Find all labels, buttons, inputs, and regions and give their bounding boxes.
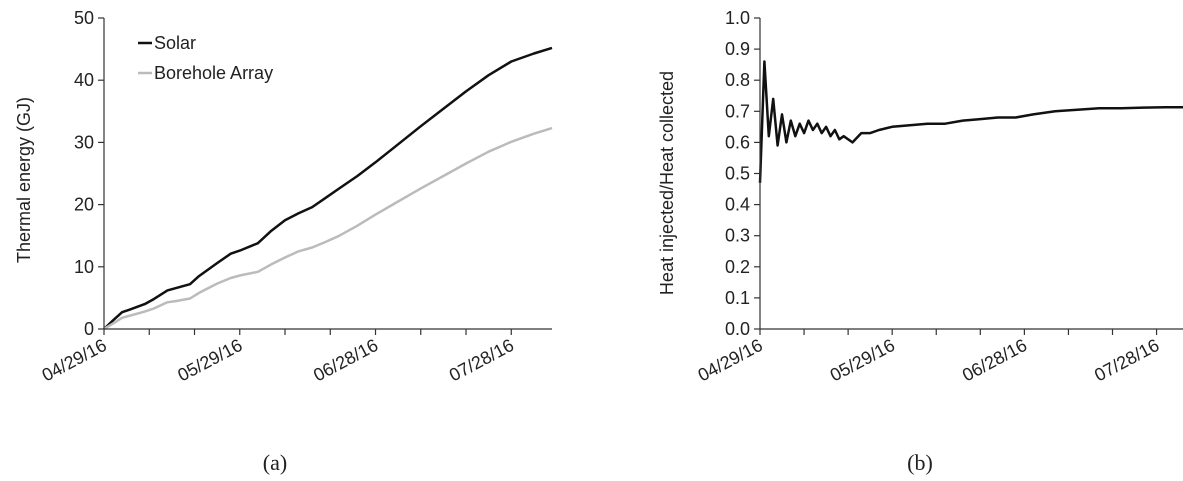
y-tick-label-b-2: 0.2: [725, 257, 750, 277]
x-tick-label-b-3: 07/28/16: [1091, 335, 1162, 386]
series-layer-a: [103, 46, 553, 331]
x-tick-label-a-1: 05/29/16: [174, 335, 245, 386]
series-layer-b: [758, 60, 1183, 183]
y-tick-label-b-7: 0.7: [725, 101, 750, 121]
y-tick-label-a-3: 30: [74, 132, 94, 152]
y-tick-label-b-0: 0.0: [725, 319, 750, 339]
y-tick-label-b-5: 0.5: [725, 164, 750, 184]
y-tick-label-b-4: 0.4: [725, 195, 750, 215]
y-tick-label-a-4: 40: [74, 70, 94, 90]
x-tick-label-a-2: 06/28/16: [310, 335, 381, 386]
x-tick-label-b-0: 04/29/16: [695, 335, 766, 386]
axes-layer-a: [103, 18, 552, 330]
y-axis-label-a: Thermal energy (GJ): [14, 97, 34, 263]
y-tick-label-b-1: 0.1: [725, 288, 750, 308]
legend-label-borehole: Borehole Array: [154, 63, 273, 83]
series-line-a-1: [103, 126, 553, 331]
y-tick-label-a-5: 50: [74, 8, 94, 28]
y-tick-label-b-8: 0.8: [725, 70, 750, 90]
series-line-b-0: [758, 60, 1183, 183]
panel-label-a: (a): [263, 450, 287, 475]
y-tick-label-a-0: 0: [84, 319, 94, 339]
y-tick-label-a-2: 20: [74, 195, 94, 215]
y-tick-label-b-10: 1.0: [725, 8, 750, 28]
axes-layer-b: [759, 18, 1183, 330]
chart-b: 0.0 0.1 0.2 0.3 0.4 0.5 0.6 0.7 0.8 0.9 1.0 04/29/1…: [657, 8, 1183, 475]
legend-a: Solar Borehole Array: [138, 33, 273, 83]
y-tick-label-b-3: 0.3: [725, 226, 750, 246]
legend-label-solar: Solar: [154, 33, 196, 53]
series-line-a-0: [103, 46, 553, 330]
panel-label-b: (b): [907, 450, 933, 475]
y-tick-label-a-1: 10: [74, 257, 94, 277]
x-tick-label-a-0: 04/29/16: [39, 335, 110, 386]
y-axis-label-b: Heat injected/Heat collected: [657, 71, 677, 295]
chart-a: 0 10 20 30 40 50 04/29/16 05/29/16 06/28/16 07/28…: [14, 8, 553, 475]
x-tick-label-a-3: 07/28/16: [446, 335, 517, 386]
y-tick-label-b-6: 0.6: [725, 132, 750, 152]
x-tick-label-b-2: 06/28/16: [959, 335, 1030, 386]
y-tick-label-b-9: 0.9: [725, 39, 750, 59]
x-tick-label-b-1: 05/29/16: [827, 335, 898, 386]
